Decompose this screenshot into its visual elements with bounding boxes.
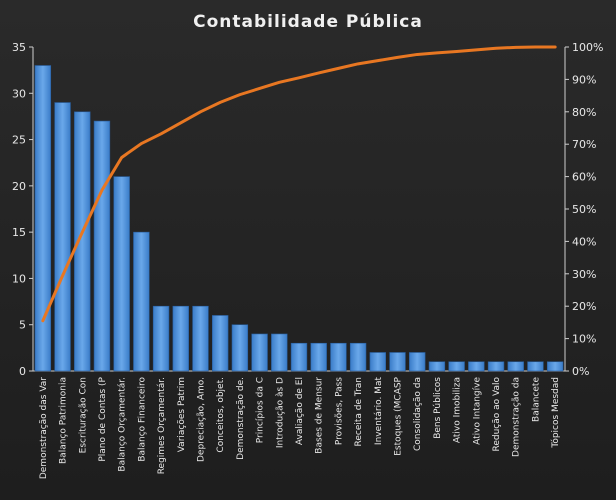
- left-tick-label: 0: [19, 365, 26, 378]
- category-label: Bens Públicos: [433, 377, 443, 439]
- bar: [192, 305, 209, 372]
- category-label: Ativo Imobiliza: [453, 377, 463, 443]
- bar: [409, 352, 426, 372]
- bar: [468, 361, 485, 372]
- category-label: Redução ao Valo: [492, 377, 502, 452]
- right-tick-label: 60%: [572, 171, 596, 184]
- category-label: Demonstração da: [512, 377, 522, 457]
- bar: [310, 342, 327, 372]
- right-tick-label: 50%: [572, 203, 596, 216]
- cumulative-line: [41, 45, 557, 323]
- bar: [487, 361, 505, 372]
- bar: [271, 333, 288, 372]
- category-label: Inventário. Mat: [374, 377, 384, 446]
- right-tick-label: 10%: [572, 333, 596, 346]
- category-label: Balancete: [531, 377, 541, 422]
- left-tick-label: 10: [12, 272, 26, 285]
- bar: [448, 361, 465, 372]
- bar: [369, 352, 386, 372]
- right-tick-label: 0%: [572, 365, 589, 378]
- right-tick-label: 20%: [572, 300, 596, 313]
- bar: [93, 120, 111, 372]
- category-label: Conceitos, objet.: [216, 377, 226, 453]
- left-tick-label: 25: [12, 134, 26, 147]
- right-tick-label: 30%: [572, 268, 596, 281]
- category-label: Tópicos Mesdad: [550, 377, 561, 449]
- right-tick-label: 80%: [572, 106, 596, 119]
- category-label: Demonstração das Var: [39, 377, 49, 479]
- bar: [389, 352, 406, 372]
- bar: [152, 305, 170, 372]
- bar: [507, 361, 524, 372]
- category-label: Balanço Financeiro: [137, 377, 147, 462]
- bar: [212, 315, 229, 372]
- category-label: Balanço Patrimonia: [59, 377, 69, 464]
- category-label: Estoques (MCASP: [394, 376, 404, 455]
- category-label: Avaliação de El: [295, 377, 305, 445]
- bar: [113, 176, 130, 372]
- category-label: Princípios da C: [256, 377, 266, 443]
- category-label: Ativo Intangíve: [472, 377, 482, 445]
- bar: [172, 305, 189, 372]
- bar: [34, 65, 52, 372]
- right-tick-label: 90%: [572, 73, 596, 86]
- category-label: Variações Patrim: [177, 377, 187, 452]
- bar: [251, 333, 268, 372]
- left-tick-label: 5: [19, 319, 26, 332]
- category-label: Escrituração Con: [78, 377, 88, 453]
- bar: [231, 324, 249, 372]
- bar: [428, 361, 446, 372]
- left-tick-label: 30: [12, 87, 26, 100]
- category-label: Plano de Contas (P: [98, 376, 108, 461]
- bar: [330, 342, 347, 372]
- bar: [527, 361, 544, 372]
- chart-title: Contabilidade Pública: [193, 12, 423, 32]
- bar: [290, 342, 308, 372]
- category-label: Balanço Orçamentár.: [118, 377, 128, 472]
- category-label: Demonstração de.: [236, 377, 246, 460]
- category-label: Regimes Orçamentár.: [157, 377, 167, 474]
- left-tick-label: 15: [12, 226, 26, 239]
- category-label: Provisões, Pass: [334, 377, 344, 445]
- left-tick-label: 20: [12, 180, 26, 193]
- right-tick-label: 100%: [572, 41, 603, 54]
- right-tick-label: 40%: [572, 235, 596, 248]
- bar: [74, 111, 91, 372]
- bar: [546, 361, 564, 372]
- category-label: Depreciação, Amo.: [196, 377, 206, 462]
- bar: [54, 102, 71, 372]
- plot-area: 0 5 10 15 20 25 30 35 0% 10% 20% 30% 40% 50% 60% 70% 80%…: [12, 41, 603, 479]
- right-tick-label: 70%: [572, 138, 596, 151]
- category-label: Introdução às D: [275, 377, 285, 448]
- category-label: Consolidação da: [413, 377, 423, 451]
- bar: [133, 231, 150, 372]
- bar: [349, 342, 367, 372]
- category-label: Receita de Tran: [354, 377, 364, 446]
- category-label: Bases de Mensur: [315, 377, 325, 454]
- left-tick-label: 35: [12, 41, 26, 54]
